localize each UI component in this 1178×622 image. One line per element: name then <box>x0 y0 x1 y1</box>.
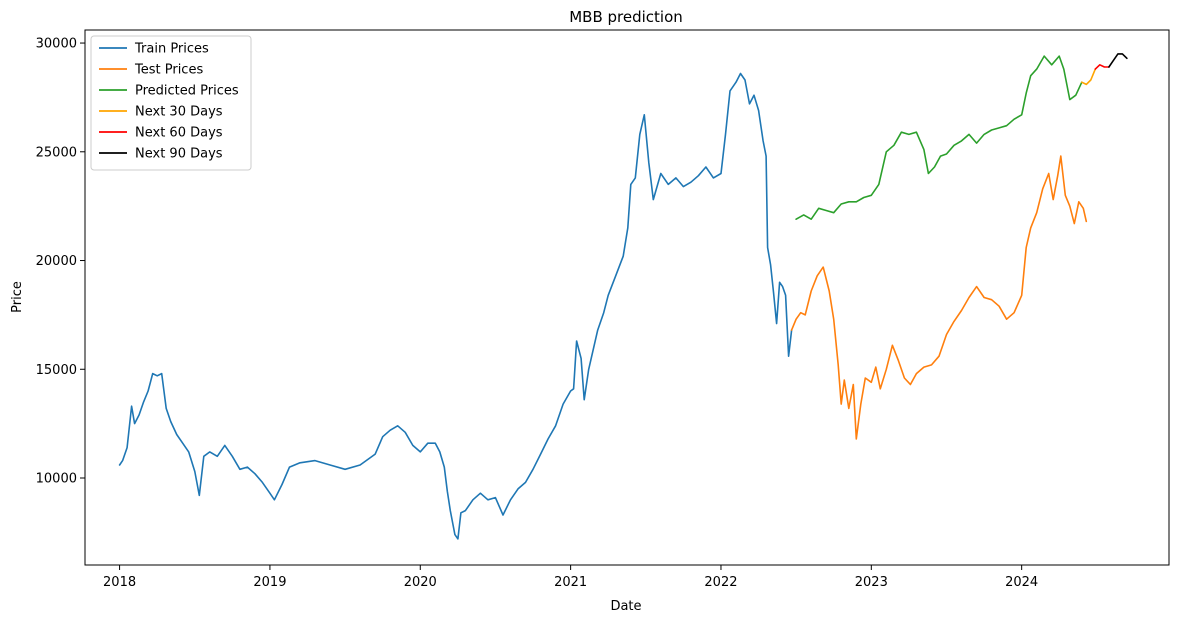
x-tick-label: 2020 <box>404 575 437 590</box>
series-line-2 <box>790 155 1088 440</box>
series-layer <box>118 53 1128 540</box>
series-line-5 <box>1094 64 1110 70</box>
y-axis: 10000 15000 20000 25000 30000 <box>36 37 85 487</box>
chart-title: MBB prediction <box>569 8 683 26</box>
x-axis: 2018 2019 2020 2021 2022 2023 2024 <box>103 565 1038 590</box>
series-line-3 <box>795 55 1083 220</box>
legend-label: Next 90 Days <box>135 147 223 162</box>
x-tick-label: 2024 <box>1005 575 1038 590</box>
series-line-4 <box>1081 68 1097 86</box>
x-tick-label: 2019 <box>253 575 286 590</box>
y-tick-label: 10000 <box>36 472 77 487</box>
legend-box <box>90 35 252 171</box>
series-line-1 <box>118 72 793 540</box>
y-tick-label: 15000 <box>36 363 77 378</box>
y-tick-label: 20000 <box>36 254 77 269</box>
legend-label: Test Prices <box>134 63 203 78</box>
y-tick-label: 30000 <box>36 37 77 52</box>
plot-frame <box>84 29 1170 566</box>
legend-label: Next 60 Days <box>135 126 223 141</box>
x-tick-label: 2022 <box>704 575 737 590</box>
x-axis-label: Date <box>610 599 641 614</box>
x-tick-label: 2021 <box>554 575 587 590</box>
y-tick-label: 25000 <box>36 145 77 160</box>
x-tick-label: 2023 <box>855 575 888 590</box>
x-tick-label: 2018 <box>103 575 136 590</box>
y-axis-label: Price <box>10 281 25 313</box>
series-line-6 <box>1108 53 1128 68</box>
legend: Train Prices Test Prices Predicted Prices N… <box>90 35 252 171</box>
legend-label: Predicted Prices <box>135 84 239 99</box>
legend-label: Train Prices <box>134 42 209 57</box>
legend-label: Next 30 Days <box>135 105 223 120</box>
